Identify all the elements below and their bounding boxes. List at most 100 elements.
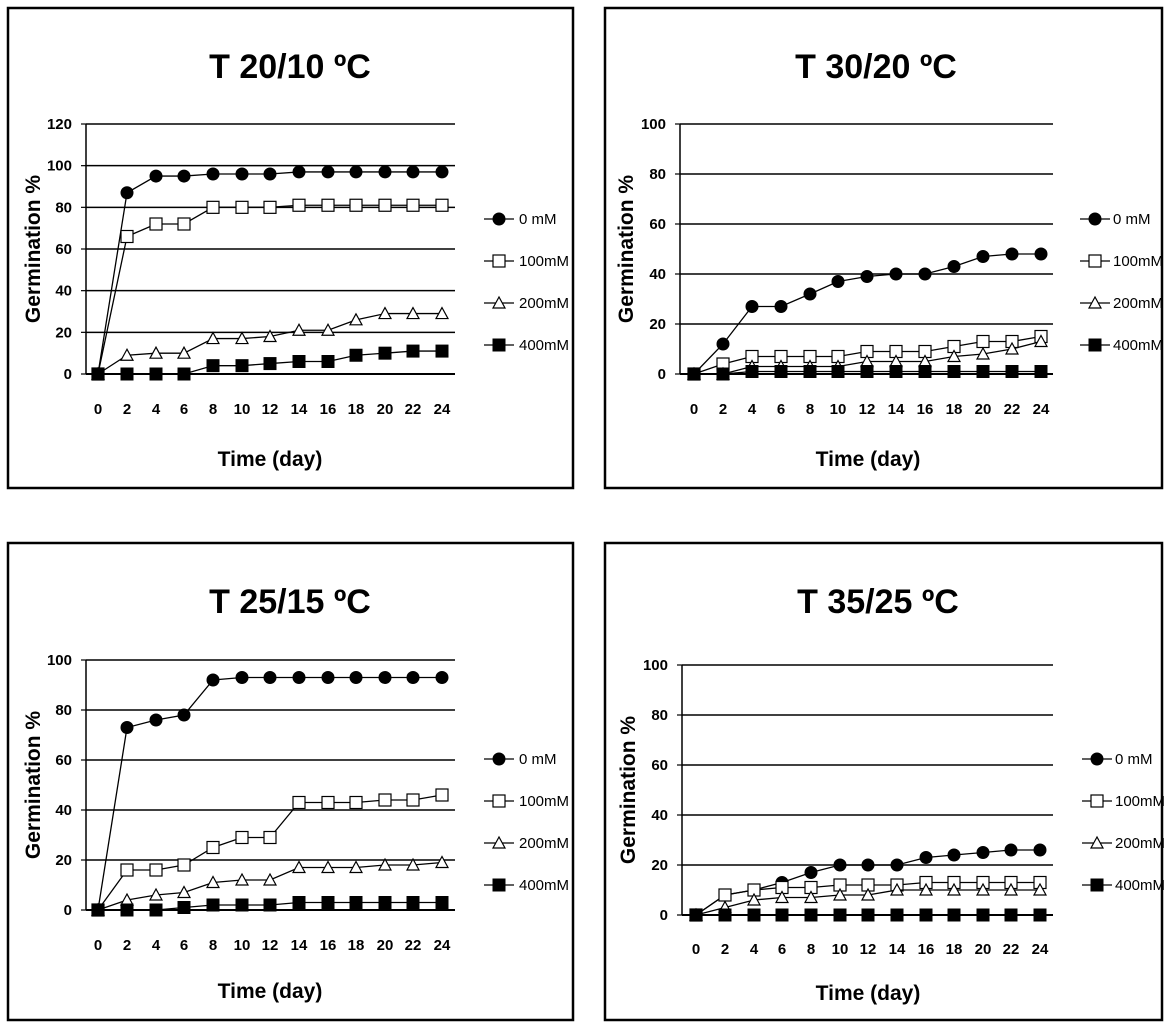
y-tick-label: 20	[651, 857, 668, 874]
y-tick-label: 40	[649, 266, 666, 283]
series-400mm	[689, 908, 1047, 922]
x-tick-label: 0	[690, 401, 698, 418]
series-100mm	[91, 198, 449, 381]
y-tick-label: 20	[649, 316, 666, 333]
data-point	[803, 890, 819, 904]
legend-marker	[1090, 752, 1104, 766]
x-tick-label: 10	[832, 941, 849, 958]
data-point	[1033, 843, 1047, 857]
x-tick-label: 14	[889, 941, 906, 958]
data-point	[263, 898, 277, 912]
data-point	[91, 367, 105, 381]
data-point	[406, 165, 420, 179]
data-point	[435, 198, 449, 212]
x-tick-label: 24	[1032, 941, 1049, 958]
data-point	[406, 793, 420, 807]
data-point	[378, 346, 392, 360]
data-point	[803, 287, 817, 301]
data-point	[976, 334, 990, 349]
x-tick-label: 6	[777, 401, 785, 418]
data-point	[235, 359, 249, 373]
data-point	[120, 903, 134, 917]
x-tick-label: 20	[377, 401, 394, 418]
x-tick-label: 8	[209, 401, 217, 418]
x-tick-label: 4	[750, 941, 759, 958]
data-point	[349, 348, 363, 362]
legend-entry: 400mM	[484, 337, 569, 354]
legend-marker	[492, 212, 506, 226]
data-point	[946, 882, 962, 896]
data-point	[831, 365, 845, 378]
legend-entry: 200mM	[1082, 835, 1165, 852]
series-200mm	[90, 306, 450, 380]
y-tick-label: 20	[55, 852, 72, 869]
data-point	[205, 875, 221, 889]
x-tick-label: 0	[692, 941, 700, 958]
legend-label: 0 mM	[1115, 751, 1153, 768]
data-point	[263, 830, 277, 845]
data-point	[718, 908, 732, 922]
data-point	[120, 367, 134, 381]
y-axis-title: Germination %	[617, 716, 640, 865]
y-tick-label: 60	[55, 241, 72, 258]
data-point	[1003, 882, 1019, 896]
data-point	[234, 331, 250, 345]
data-point	[235, 830, 249, 845]
y-tick-label: 60	[55, 752, 72, 769]
x-tick-label: 4	[152, 401, 161, 418]
data-point	[291, 860, 307, 874]
legend-label: 0 mM	[519, 211, 557, 228]
legend-marker	[492, 752, 506, 766]
data-point	[1005, 365, 1019, 378]
x-tick-label: 6	[180, 937, 188, 954]
data-point	[803, 365, 817, 378]
data-point	[378, 165, 392, 179]
data-point	[176, 345, 192, 359]
legend-label: 200mM	[519, 295, 569, 312]
panel-frame	[6, 6, 575, 490]
y-tick-label: 0	[64, 366, 72, 383]
x-tick-label: 2	[721, 941, 729, 958]
data-point	[860, 365, 874, 378]
x-tick-label: 12	[262, 401, 279, 418]
data-point	[234, 872, 250, 886]
data-point	[321, 198, 335, 212]
data-point	[434, 306, 450, 320]
y-tick-label: 100	[47, 652, 72, 669]
x-tick-label: 2	[123, 937, 131, 954]
data-point	[976, 908, 990, 922]
data-point	[176, 885, 192, 899]
x-tick-label: 20	[975, 401, 992, 418]
x-tick-label: 10	[830, 401, 847, 418]
data-point	[435, 165, 449, 179]
data-point	[890, 858, 904, 872]
data-point	[716, 337, 730, 351]
legend-label: 200mM	[519, 835, 569, 852]
y-tick-label: 80	[649, 166, 666, 183]
y-tick-label: 0	[64, 902, 72, 919]
data-point	[320, 322, 336, 336]
data-point	[263, 671, 277, 684]
data-point	[1005, 247, 1019, 261]
data-point	[321, 671, 335, 684]
data-point	[833, 858, 847, 872]
data-point	[120, 863, 134, 877]
data-point	[1004, 341, 1020, 355]
y-axis-title: Germination %	[615, 175, 638, 324]
x-axis-title: Time (day)	[218, 448, 323, 471]
legend-entry: 100mM	[484, 253, 569, 270]
legend-marker	[1090, 794, 1104, 808]
data-point	[321, 165, 335, 179]
data-point	[434, 855, 450, 869]
data-point	[177, 901, 191, 914]
data-point	[206, 167, 220, 181]
data-point	[348, 312, 364, 326]
data-point	[435, 344, 449, 358]
data-point	[718, 888, 732, 902]
data-point	[378, 896, 392, 909]
data-point	[377, 306, 393, 320]
data-point	[292, 795, 306, 810]
data-point	[320, 860, 336, 874]
